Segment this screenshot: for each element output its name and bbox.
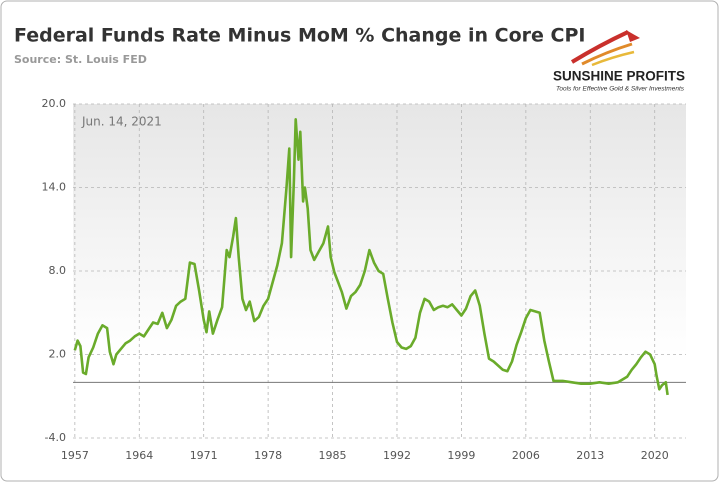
x-tick-label: 2020 <box>641 449 669 462</box>
x-tick-label: 1971 <box>190 449 218 462</box>
x-tick-label: 1985 <box>319 449 347 462</box>
x-tick-label: 1992 <box>383 449 411 462</box>
x-tick-label: 2006 <box>512 449 540 462</box>
x-tick-label: 2013 <box>576 449 604 462</box>
x-tick-label: 1957 <box>61 449 89 462</box>
y-tick-label: 2.0 <box>49 348 67 361</box>
x-tick-label: 1978 <box>254 449 282 462</box>
logo-swoosh <box>570 30 640 67</box>
chart-subtitle: Source: St. Louis FED <box>14 53 147 66</box>
chart-title: Federal Funds Rate Minus MoM % Change in… <box>14 25 585 47</box>
data-line <box>73 118 669 396</box>
y-tick-label: -4.0 <box>45 431 66 444</box>
plot-shade <box>73 104 686 354</box>
logo-tagline: Tools for Effective Gold & Silver Invest… <box>556 86 685 93</box>
logo-name: SUNSHINE PROFITS <box>553 69 685 84</box>
y-tick-label: 20.0 <box>42 97 67 110</box>
y-tick-label: 14.0 <box>42 181 67 194</box>
annotation: Jun. 14, 2021 <box>81 115 162 129</box>
y-tick-label: 8.0 <box>49 264 67 277</box>
x-tick-label: 1964 <box>125 449 153 462</box>
x-tick-label: 1999 <box>447 449 475 462</box>
